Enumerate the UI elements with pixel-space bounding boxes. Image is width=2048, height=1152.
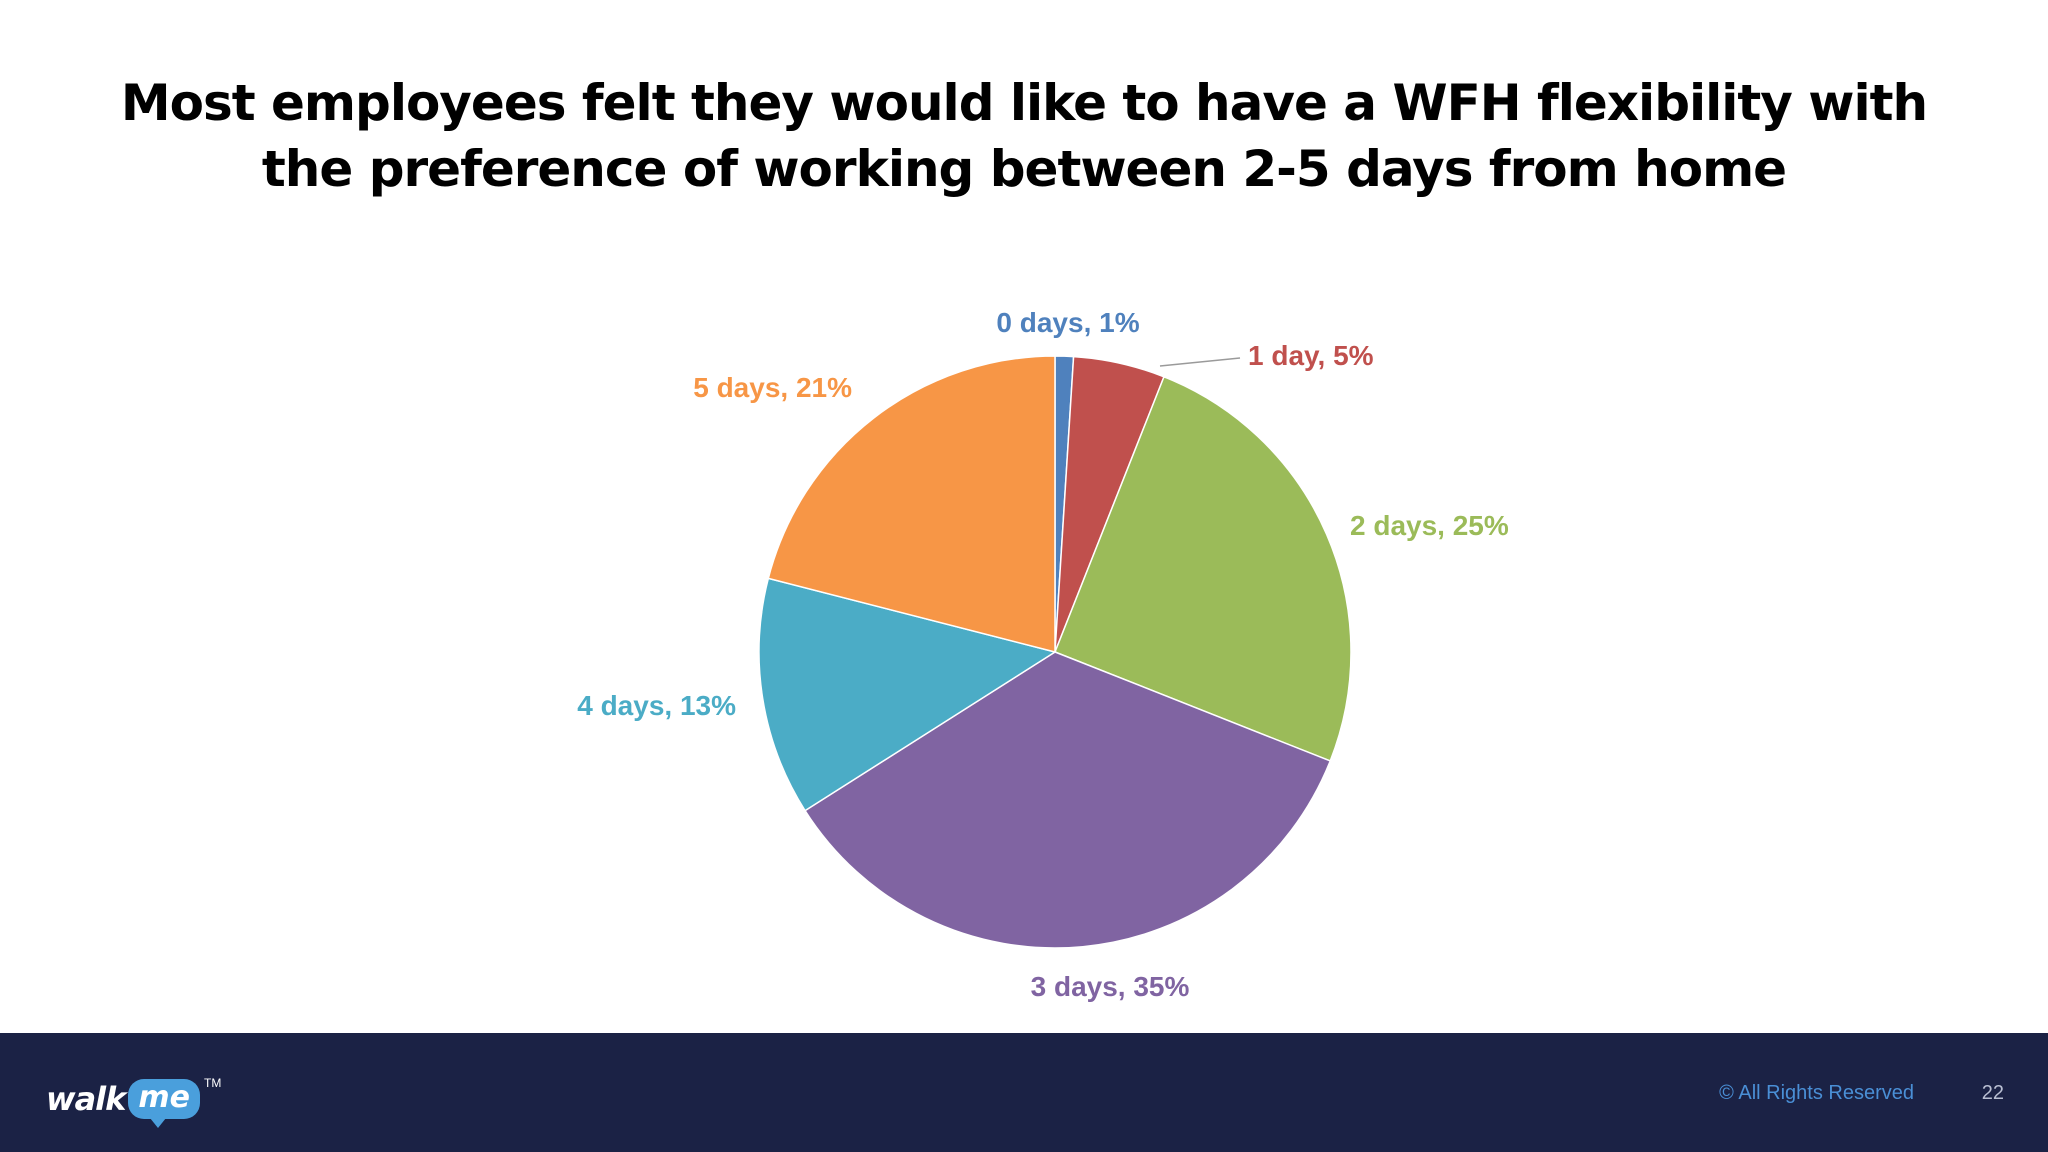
pie-slice-2-days bbox=[1054, 375, 1352, 762]
pie-slice-5-days bbox=[767, 355, 1056, 653]
pie-chart-area: 0 days, 1% 1 day, 5% 2 days, 25% 3 days, 35… bbox=[577, 307, 1509, 1002]
slide-title-line-2: the preference of working between 2-5 da… bbox=[261, 140, 1787, 198]
pie-slice-3-days bbox=[804, 651, 1332, 949]
page-number: 22 bbox=[1981, 1082, 2004, 1104]
footer-bar: walk me TM © All Rights Reserved 22 bbox=[0, 1033, 2048, 1152]
data-label-3-days: 3 days, 35% bbox=[1031, 971, 1190, 1002]
pie-slice-4-days bbox=[758, 577, 1057, 812]
slide-title: Most employees felt they would like to h… bbox=[0, 70, 2048, 202]
leader-line-1-day bbox=[1159, 357, 1241, 367]
data-label-2-days: 2 days, 25% bbox=[1350, 510, 1509, 541]
logo-walk-text: walk bbox=[46, 1080, 126, 1118]
data-label-5-days: 5 days, 21% bbox=[693, 372, 852, 403]
logo-me-bubble: me bbox=[128, 1079, 201, 1128]
copyright-text: © All Rights Reserved bbox=[1719, 1082, 1914, 1104]
data-label-4-days: 4 days, 13% bbox=[577, 690, 736, 721]
slide-title-line-1: Most employees felt they would like to h… bbox=[120, 74, 1928, 132]
pie-chart: 0 days, 1% 1 day, 5% 2 days, 25% 3 days, 35… bbox=[577, 307, 1509, 1002]
data-label-0-days: 0 days, 1% bbox=[996, 307, 1139, 338]
data-label-1-day: 1 day, 5% bbox=[1248, 340, 1374, 371]
walkme-logo: walk me TM bbox=[46, 1074, 222, 1128]
logo-trademark: TM bbox=[204, 1076, 222, 1090]
